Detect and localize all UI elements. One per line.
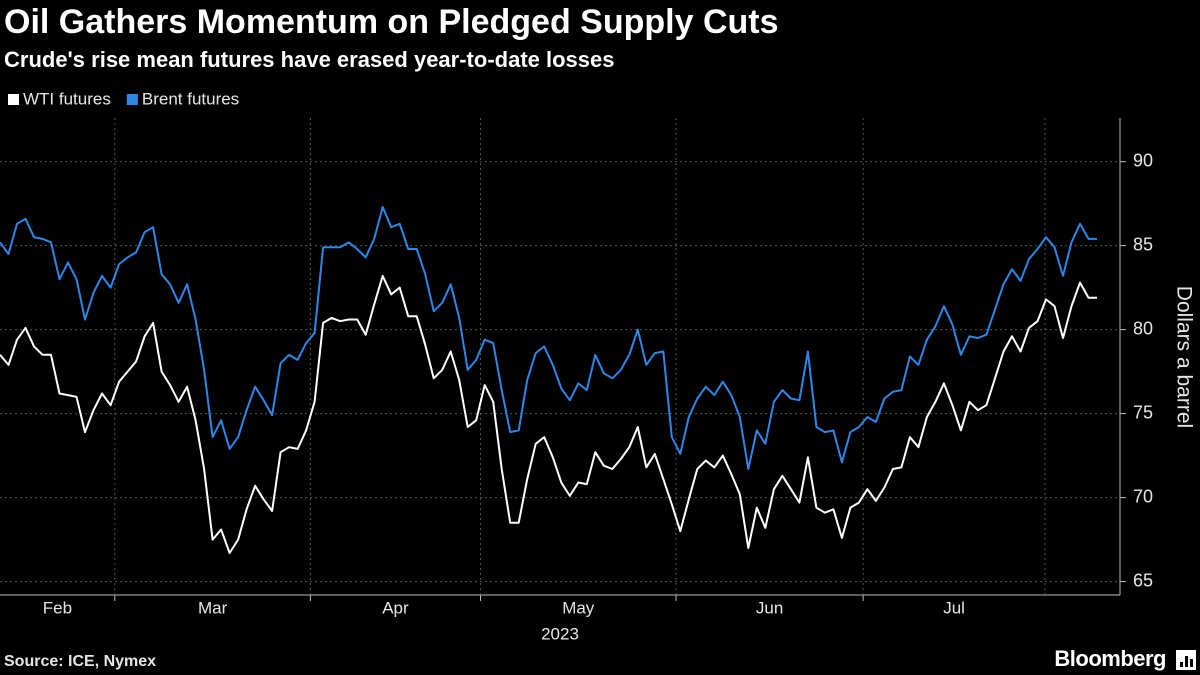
brand-icon-bar (1180, 662, 1183, 667)
chart-subtitle: Crude's rise mean futures have erased ye… (4, 47, 615, 72)
x-tick-label: Mar (198, 598, 228, 617)
brand-icon-bar (1185, 656, 1188, 667)
y-axis-label: Dollars a barrel (1172, 286, 1195, 428)
y-tick-label: 65 (1133, 570, 1153, 590)
legend-swatch (126, 94, 138, 105)
legend-label: Brent futures (142, 89, 239, 108)
x-tick-label: Jul (943, 598, 965, 617)
x-tick-label: Apr (382, 598, 409, 617)
x-tick-label: Feb (43, 598, 72, 617)
y-tick-label: 75 (1133, 402, 1153, 422)
x-tick-label: Jun (756, 598, 783, 617)
line-series (0, 206, 1097, 470)
y-tick-label: 85 (1133, 234, 1153, 254)
y-tick-label: 90 (1133, 150, 1153, 170)
x-axis-label: 2023 (541, 624, 579, 643)
legend-swatch (8, 94, 19, 105)
brand: Bloomberg (1054, 646, 1166, 671)
line-series (0, 274, 1097, 554)
legend-label: WTI futures (23, 89, 111, 108)
x-tick-label: May (562, 598, 595, 617)
y-tick-label: 70 (1133, 486, 1153, 506)
source: Source: ICE, Nymex (4, 653, 156, 670)
chart-title: Oil Gathers Momentum on Pledged Supply C… (4, 3, 779, 41)
brand-icon-bar (1190, 659, 1193, 667)
y-tick-label: 80 (1133, 318, 1153, 338)
